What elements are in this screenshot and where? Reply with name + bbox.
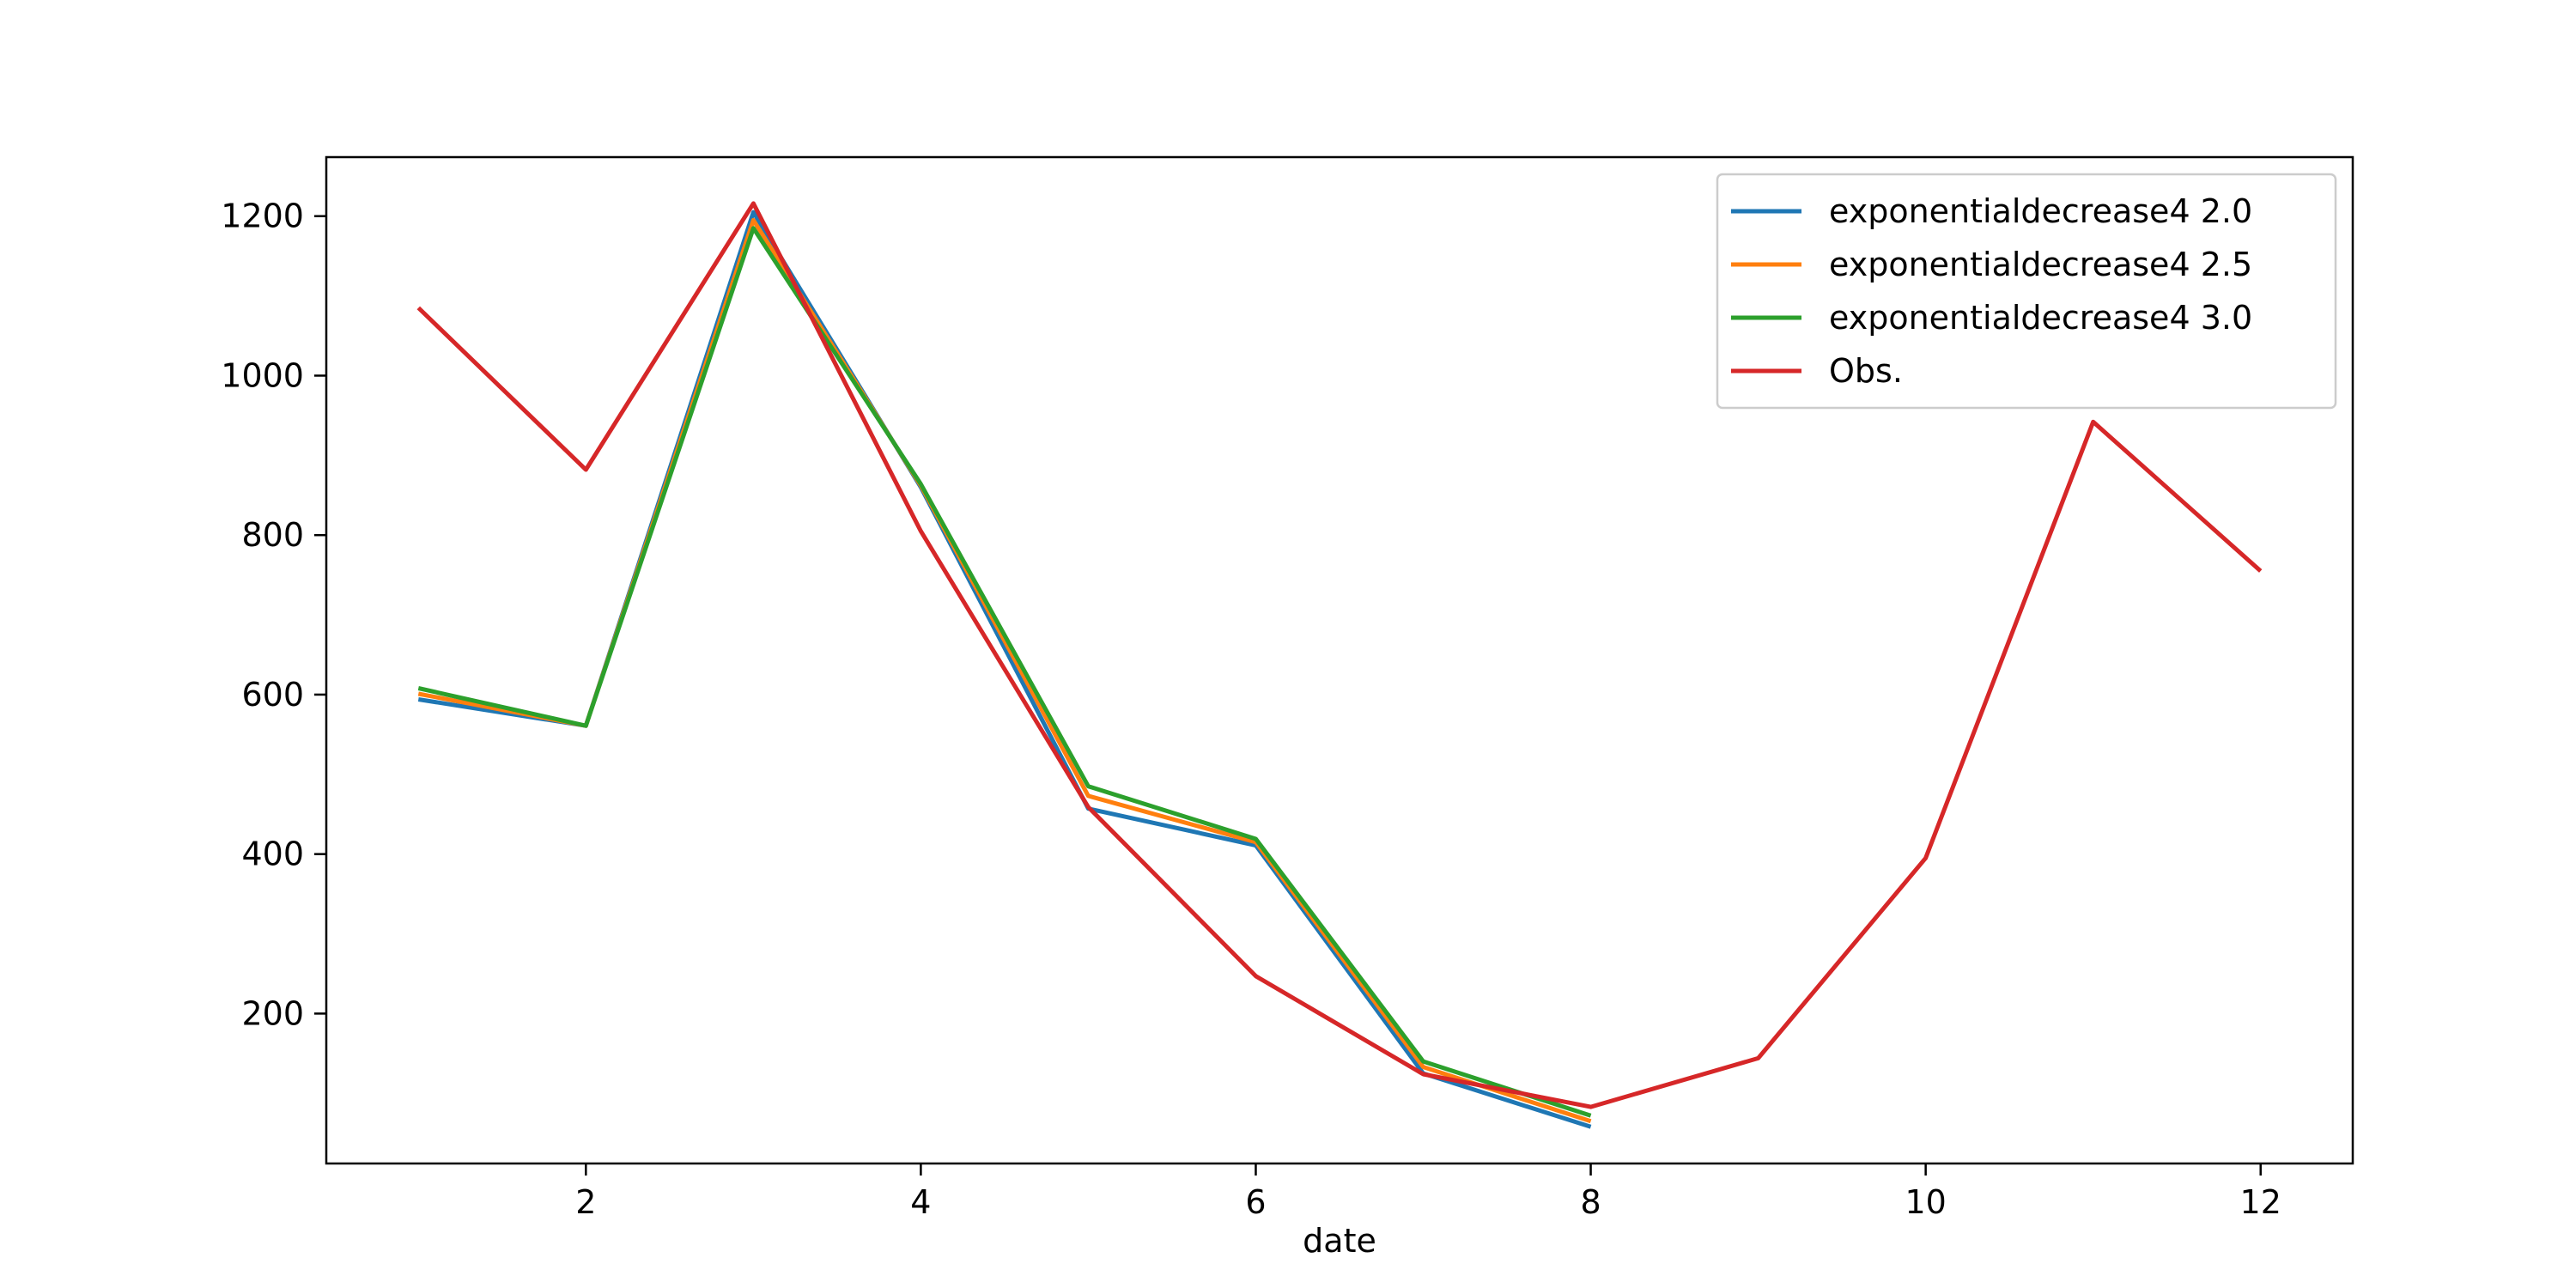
y-tick-label: 200 <box>241 994 304 1032</box>
series-group <box>416 201 2263 1129</box>
x-tick-label: 6 <box>1245 1183 1266 1221</box>
x-tick-label: 10 <box>1905 1183 1946 1221</box>
x-tick-label: 4 <box>910 1183 931 1221</box>
x-axis-ticks: 2 4 6 8 10 12 <box>575 1163 2281 1221</box>
legend-label: Obs. <box>1829 352 1903 390</box>
y-tick-label: 600 <box>241 676 304 714</box>
legend: exponentialdecrease4 2.0 exponentialdecre… <box>1716 173 2337 410</box>
legend-label: exponentialdecrease4 3.0 <box>1829 299 2252 337</box>
legend-box <box>1716 173 2337 410</box>
x-axis-title: date <box>1303 1222 1376 1260</box>
legend-label: exponentialdecrease4 2.5 <box>1829 246 2252 283</box>
y-tick-label: 800 <box>241 516 304 554</box>
y-axis-ticks: 200 400 600 800 1000 1200 <box>221 197 326 1032</box>
y-tick-label: 400 <box>241 835 304 873</box>
x-tick-label: 12 <box>2240 1183 2281 1221</box>
series-line-3 <box>417 226 1592 1118</box>
axes-frame <box>325 155 2354 1165</box>
y-tick-label: 1200 <box>221 197 304 235</box>
y-tick-label: 1000 <box>221 356 304 394</box>
legend-label: exponentialdecrease4 2.0 <box>1829 192 2252 230</box>
x-tick-label: 2 <box>575 1183 596 1221</box>
series-line-4 <box>416 201 2263 1109</box>
x-tick-label: 8 <box>1580 1183 1601 1221</box>
